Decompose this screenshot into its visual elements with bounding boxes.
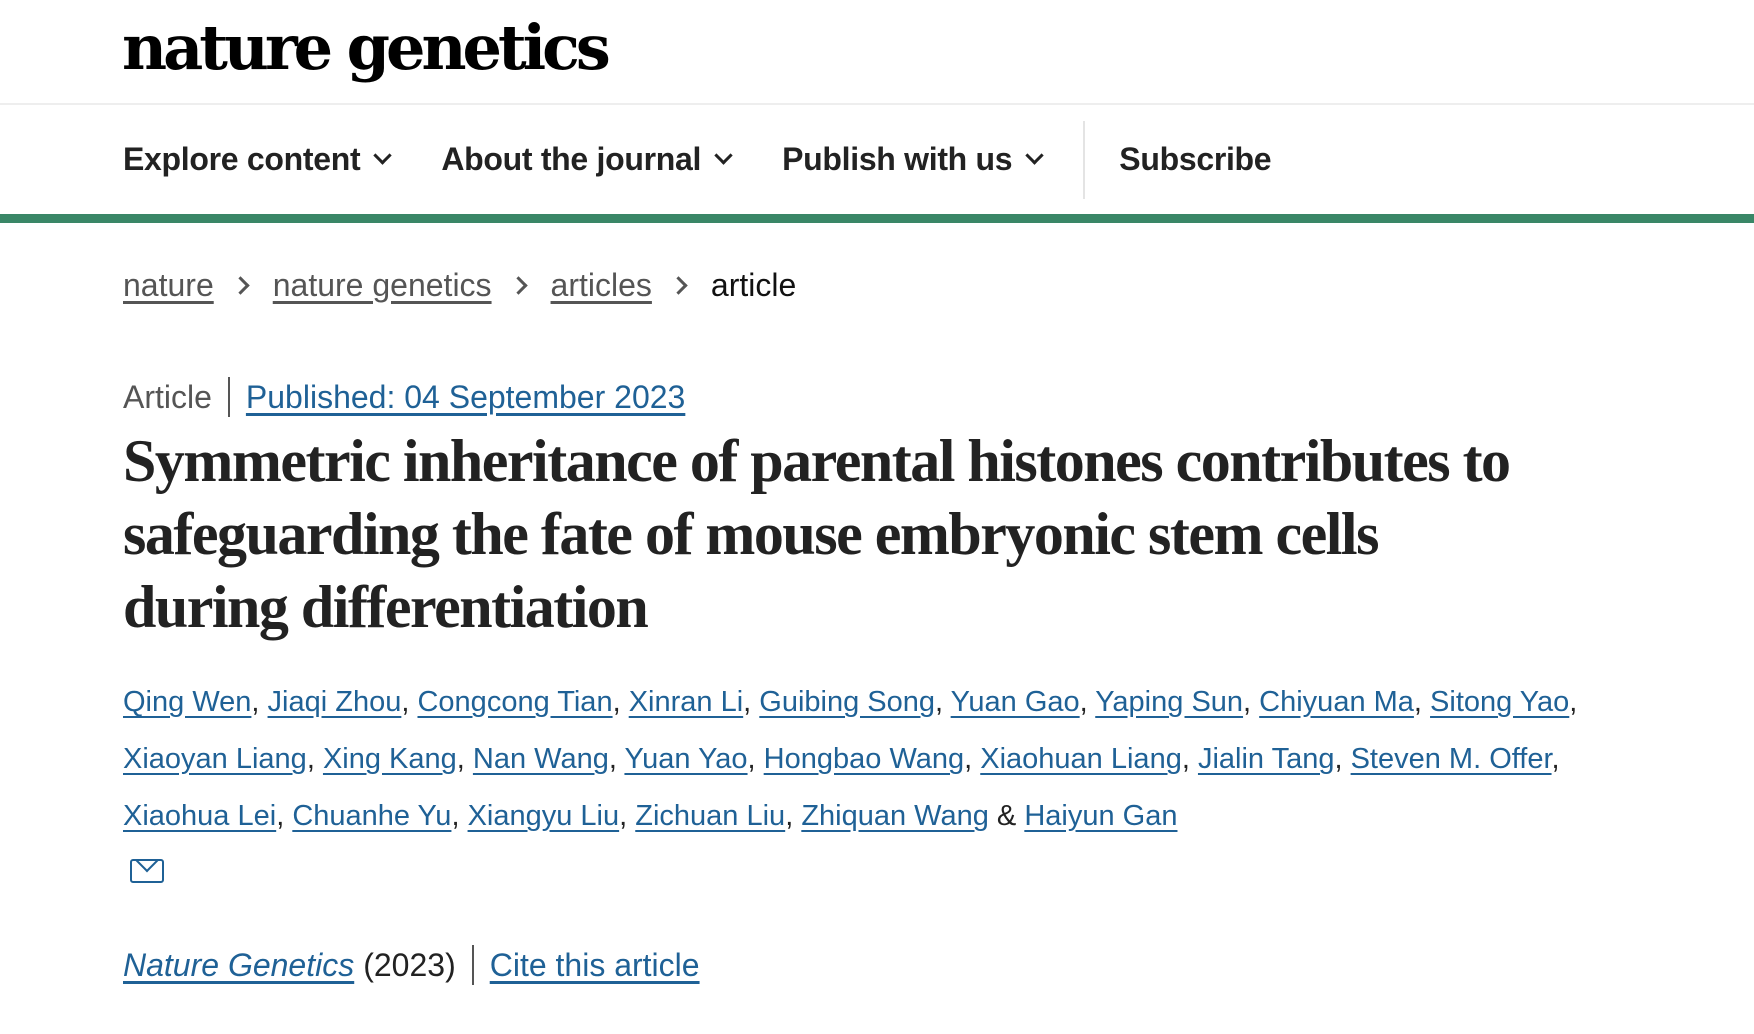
nav-divider (1083, 120, 1086, 199)
author-link[interactable]: Yuan Yao (624, 743, 748, 775)
author-link[interactable]: Xiaoyan Liang (123, 743, 307, 775)
nav-label: Explore content (123, 141, 361, 177)
author-separator: , (451, 800, 468, 832)
divider (0, 103, 1754, 105)
author-separator: , (964, 743, 981, 775)
author-link[interactable]: Jialin Tang (1197, 743, 1335, 775)
author-separator: , (401, 686, 418, 718)
author-link[interactable]: Xiaohuan Liang (980, 743, 1182, 775)
article-title: Symmetric inheritance of parental histon… (123, 428, 1511, 640)
chevron-right-icon (508, 275, 528, 295)
author-link[interactable]: Zichuan Liu (635, 800, 786, 832)
article-header: nature nature genetics articles article … (0, 265, 1603, 1005)
published-date[interactable]: Published: 04 September 2023 (245, 379, 686, 415)
author-separator: , (1243, 686, 1260, 718)
nav-label: About the journal (441, 141, 702, 177)
chevron-down-icon (373, 146, 393, 165)
chevron-down-icon (714, 146, 733, 165)
author-link[interactable]: Sitong Yao (1430, 686, 1570, 718)
chevron-right-icon (231, 275, 250, 295)
article-meta: Article Published: 04 September 2023 (123, 377, 1603, 417)
breadcrumb-nature-genetics[interactable]: nature genetics (272, 267, 492, 303)
author-link[interactable]: Qing Wen (123, 686, 252, 718)
author-link[interactable]: Yuan Gao (950, 686, 1080, 718)
author-separator: , (251, 686, 268, 718)
author-separator: , (619, 800, 636, 832)
accent-bar (0, 214, 1754, 223)
author-separator: , (1079, 686, 1096, 718)
author-list: Qing Wen, Jiaqi Zhou, Congcong Tian, Xin… (123, 674, 1603, 845)
journal-logo[interactable]: nature genetics (122, 11, 611, 84)
author-separator: , (456, 743, 473, 775)
author-separator: , (1334, 743, 1351, 775)
author-link[interactable]: Xiaohua Lei (123, 800, 277, 832)
author-link[interactable]: Nan Wang (472, 743, 609, 775)
breadcrumb-nature[interactable]: nature (123, 267, 214, 303)
subscribe-link[interactable]: Subscribe (1119, 141, 1272, 177)
author-separator: , (785, 800, 802, 832)
author-link[interactable]: Zhiquan Wang (801, 800, 989, 832)
chevron-right-icon (669, 275, 688, 295)
author-link[interactable]: Xiangyu Liu (467, 800, 620, 832)
author-separator: & (988, 800, 1025, 832)
email-icon[interactable] (130, 859, 164, 883)
author-link[interactable]: Xinran Li (628, 686, 744, 718)
nav-publish-with-us[interactable]: Publish with us (782, 141, 1044, 178)
author-link[interactable]: Steven M. Offer (1350, 743, 1552, 775)
divider (471, 945, 474, 985)
author-link[interactable]: Chuanhe Yu (292, 800, 452, 832)
author-separator: , (612, 686, 629, 718)
author-separator: , (1413, 686, 1431, 718)
journal-link[interactable]: Nature Genetics (123, 947, 355, 983)
author-link[interactable]: Xing Kang (322, 743, 457, 775)
author-link[interactable]: Haiyun Gan (1024, 800, 1178, 832)
chevron-down-icon (1025, 146, 1044, 165)
site-header: nature genetics (0, 0, 1754, 103)
author-separator: , (306, 743, 323, 775)
author-separator: , (935, 686, 951, 718)
main-nav: Explore content About the journal Publis… (123, 105, 1754, 214)
author-separator: , (747, 743, 764, 775)
author-link[interactable]: Yaping Sun (1095, 686, 1244, 718)
nav-about-journal[interactable]: About the journal (441, 141, 733, 178)
nav-label: Publish with us (782, 141, 1013, 177)
divider (227, 377, 230, 417)
author-separator: , (1181, 743, 1198, 775)
author-link[interactable]: Congcong Tian (417, 686, 613, 718)
cite-this-article-link[interactable]: Cite this article (489, 947, 700, 983)
author-link[interactable]: Jiaqi Zhou (267, 686, 402, 718)
citation-bar: Nature Genetics (2023) Cite this article (123, 945, 1603, 1005)
article-type: Article (123, 379, 212, 415)
author-separator: , (608, 743, 625, 775)
year: (2023) (363, 947, 456, 983)
author-link[interactable]: Chiyuan Ma (1259, 686, 1414, 718)
author-separator: , (1551, 743, 1560, 775)
breadcrumb: nature nature genetics articles article (123, 265, 1603, 305)
nav-explore-content[interactable]: Explore content (123, 141, 393, 178)
author-separator: , (1569, 686, 1578, 718)
breadcrumb-articles[interactable]: articles (550, 267, 652, 303)
author-link[interactable]: Guibing Song (759, 686, 936, 718)
author-separator: , (276, 800, 293, 832)
author-separator: , (743, 686, 760, 718)
breadcrumb-current: article (710, 267, 797, 303)
author-link[interactable]: Hongbao Wang (763, 743, 965, 775)
